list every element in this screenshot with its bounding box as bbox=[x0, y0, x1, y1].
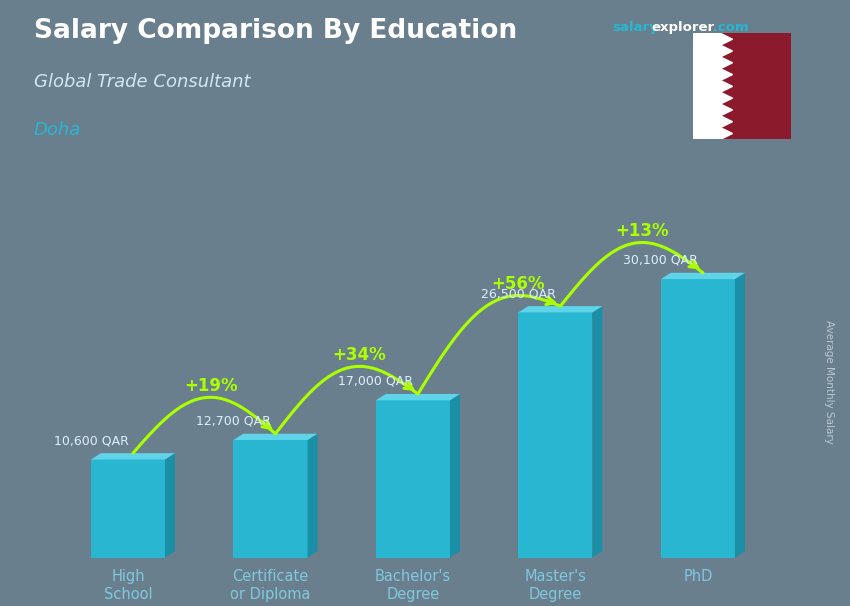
Polygon shape bbox=[721, 92, 733, 104]
Bar bbox=[693, 33, 721, 139]
Text: salary: salary bbox=[612, 21, 658, 34]
Text: Salary Comparison By Education: Salary Comparison By Education bbox=[34, 18, 517, 44]
Polygon shape bbox=[660, 273, 745, 279]
Polygon shape bbox=[721, 104, 733, 116]
Bar bbox=[518, 313, 592, 558]
Text: 26,500 QAR: 26,500 QAR bbox=[481, 287, 556, 300]
Polygon shape bbox=[721, 81, 733, 92]
Polygon shape bbox=[165, 453, 175, 558]
Polygon shape bbox=[91, 453, 175, 459]
Polygon shape bbox=[450, 394, 460, 558]
Polygon shape bbox=[721, 116, 733, 128]
Polygon shape bbox=[721, 57, 733, 68]
Text: +34%: +34% bbox=[332, 345, 386, 364]
Bar bbox=[693, 33, 721, 139]
Polygon shape bbox=[721, 33, 733, 45]
Polygon shape bbox=[592, 306, 603, 558]
Text: Average Monthly Salary: Average Monthly Salary bbox=[824, 320, 834, 444]
Bar bbox=[91, 459, 165, 558]
Text: 17,000 QAR: 17,000 QAR bbox=[338, 375, 413, 388]
Text: 30,100 QAR: 30,100 QAR bbox=[623, 254, 699, 267]
Polygon shape bbox=[721, 68, 733, 81]
Polygon shape bbox=[721, 45, 733, 57]
Polygon shape bbox=[234, 434, 318, 440]
Polygon shape bbox=[518, 306, 603, 313]
Bar bbox=[660, 279, 735, 558]
Polygon shape bbox=[735, 273, 745, 558]
Text: explorer: explorer bbox=[651, 21, 714, 34]
Polygon shape bbox=[721, 128, 733, 139]
Bar bbox=[234, 440, 308, 558]
Polygon shape bbox=[376, 394, 460, 401]
Text: .com: .com bbox=[708, 21, 749, 34]
Text: 12,700 QAR: 12,700 QAR bbox=[196, 415, 271, 428]
Text: +56%: +56% bbox=[492, 275, 545, 293]
Text: +19%: +19% bbox=[184, 376, 238, 395]
Bar bbox=[376, 401, 450, 558]
Polygon shape bbox=[308, 434, 318, 558]
Text: Global Trade Consultant: Global Trade Consultant bbox=[34, 73, 251, 91]
Text: Doha: Doha bbox=[34, 121, 82, 139]
Text: 10,600 QAR: 10,600 QAR bbox=[54, 434, 128, 447]
Text: +13%: +13% bbox=[615, 222, 669, 240]
